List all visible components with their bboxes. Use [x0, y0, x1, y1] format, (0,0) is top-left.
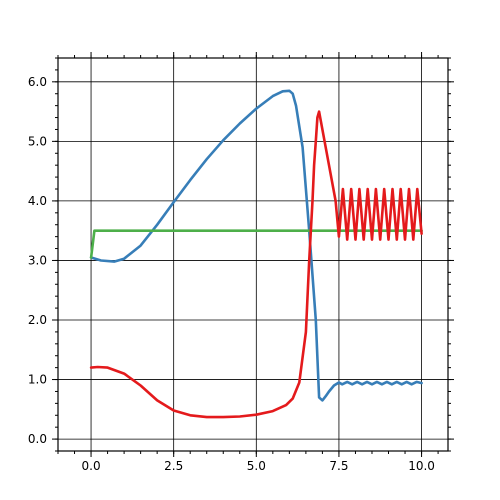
tick-labels: 0.0 2.5 5.0 7.5 10.0 0.0 1.0 2.0 3.0 4.0 5.0 6.0	[28, 75, 435, 473]
x-tick-label: 7.5	[329, 459, 348, 473]
x-tick-label: 0.0	[82, 459, 101, 473]
y-tick-label: 5.0	[28, 134, 47, 148]
axis-ticks	[52, 52, 454, 457]
x-tick-label: 10.0	[408, 459, 435, 473]
plot-frame	[57, 57, 449, 452]
grid	[58, 58, 448, 451]
y-tick-label: 3.0	[28, 253, 47, 267]
y-tick-label: 1.0	[28, 373, 47, 387]
series-line-3	[89, 110, 423, 419]
series-layer	[89, 89, 423, 419]
x-tick-label: 2.5	[164, 459, 183, 473]
y-tick-label: 2.0	[28, 313, 47, 327]
y-tick-label: 6.0	[28, 75, 47, 89]
x-tick-label: 5.0	[247, 459, 266, 473]
y-tick-label: 4.0	[28, 194, 47, 208]
series-line-1	[89, 89, 423, 402]
y-tick-label: 0.0	[28, 432, 47, 446]
